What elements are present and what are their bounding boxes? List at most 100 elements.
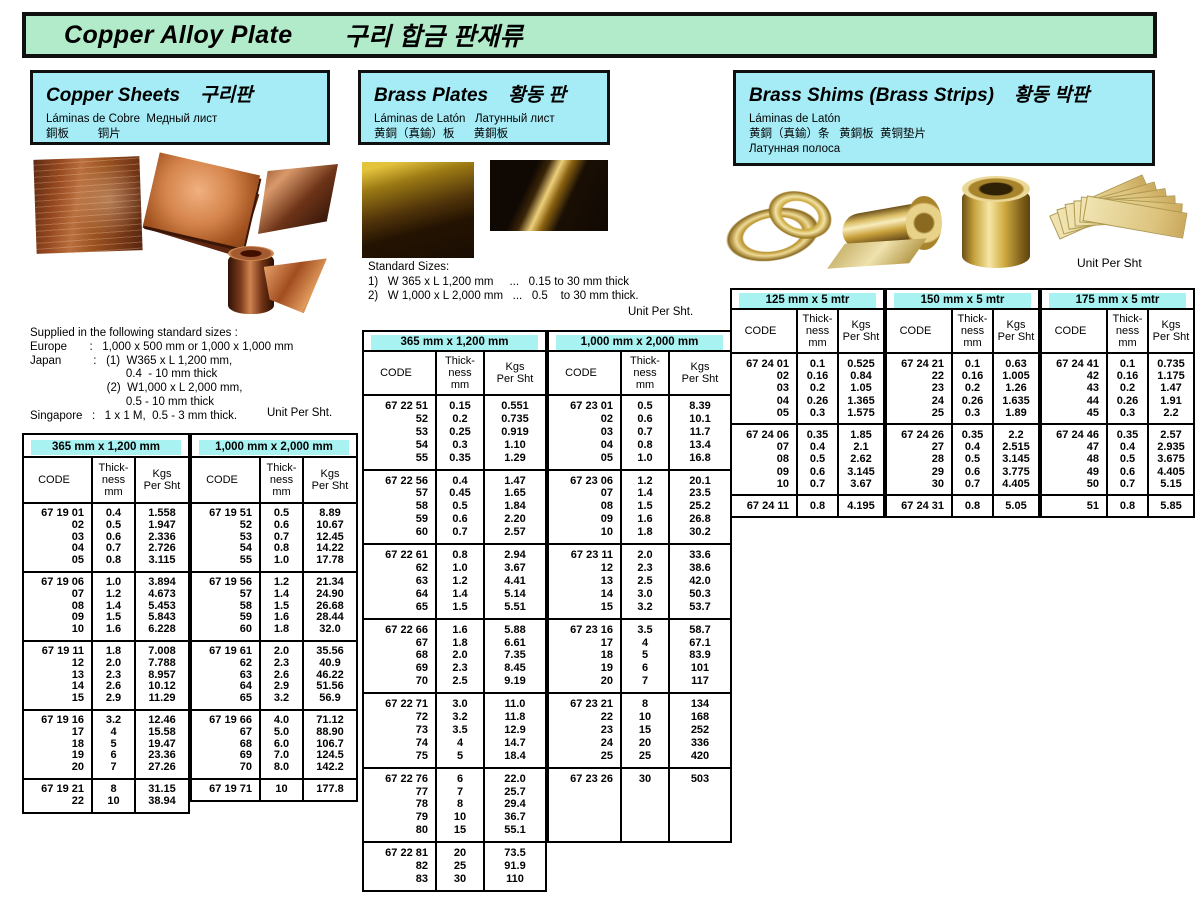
thickness-cell: 2.5	[435, 675, 484, 694]
code-cell: 19	[600, 662, 613, 675]
supplied-line: (2) W1,000 x L 2,000 mm,	[30, 382, 243, 395]
supplied-line: Supplied in the following standard sizes…	[30, 327, 238, 339]
table-row: 09 1.6 26.8	[548, 513, 731, 527]
table-row: 67 19 56 1.2 21.34	[191, 571, 357, 589]
table-row: 12 2.3 38.6	[548, 561, 731, 575]
thickness-cell	[620, 811, 669, 825]
kgs-cell: 6.228	[134, 623, 189, 641]
code-cell: 67 19 06	[41, 575, 84, 588]
kgs-cell: 0.735	[483, 412, 546, 426]
kgs-cell: 1.558	[134, 503, 189, 520]
code-cell: 18	[71, 737, 84, 750]
thickness-cell: 1.5	[91, 612, 135, 625]
brass-plates-photo-1	[362, 162, 474, 258]
kgs-cell: 25.2	[668, 500, 731, 514]
thickness-cell: 0.7	[620, 425, 669, 439]
code-cell: 67 19 16	[41, 713, 84, 726]
code-cell: 08	[776, 453, 789, 466]
copper-sheets-subtitle-2: 銅板 铜片	[46, 128, 121, 140]
kgs-cell: 2.62	[837, 453, 884, 466]
table-row: 27 0.4 2.515	[886, 441, 1039, 454]
copper-sheets-title-en: Copper Sheets	[46, 85, 181, 106]
code-cell: 67 23 26	[570, 772, 613, 785]
thickness-cell: 4	[620, 636, 669, 650]
thickness-cell: 7	[91, 761, 135, 779]
thickness-cell: 1.2	[620, 469, 669, 488]
thickness-cell: 0.35	[435, 451, 484, 470]
kgs-cell: 10.12	[134, 681, 189, 694]
thickness-cell: 2.5	[620, 574, 669, 588]
copper-angled-sheet-photo	[258, 164, 338, 234]
code-cell: 67 22 56	[385, 474, 428, 487]
kgs-header: Kgs Per Sht	[837, 309, 884, 353]
kgs-cell: 26.8	[668, 513, 731, 527]
code-cell: 54	[239, 542, 252, 555]
kgs-cell: 1.365	[837, 394, 884, 407]
table-group: 67 19 56 1.2 21.34 57 1.4 24.90 58 1.5 26.68 59 1.…	[191, 571, 357, 641]
table-row: 67 19 51 0.5 8.89	[191, 503, 357, 520]
kgs-cell: 36.7	[483, 811, 546, 825]
code-cell: 64	[239, 680, 252, 693]
code-cell: 58	[415, 500, 428, 513]
kgs-cell: 38.6	[668, 561, 731, 575]
thickness-cell: 0.7	[91, 543, 135, 556]
code-cell: 02	[71, 518, 84, 531]
table-row: 30 0.7 4.405	[886, 477, 1039, 496]
code-cell: 20	[71, 761, 84, 774]
table-group: 67 19 01 0.4 1.558 02 0.5 1.947 03 0.6 2.336 04 0.…	[23, 503, 189, 572]
table-row: 57 0.45 1.65	[363, 487, 546, 501]
code-cell: 67 22 76	[385, 772, 428, 785]
kgs-cell: 1.47	[1147, 382, 1194, 395]
size-table: 150 mm x 5 mtr CODE Thick- ness mm Kgs Per …	[885, 288, 1040, 519]
thickness-cell: 7.0	[259, 750, 303, 763]
table-row: 79 10 36.7	[363, 811, 546, 825]
kgs-cell: 38.94	[134, 795, 189, 813]
table-group: 67 22 56 0.4 1.47 57 0.45 1.65 58 0.5 1.84 59 0.6 2…	[363, 469, 546, 545]
thickness-cell: 2.9	[91, 692, 135, 710]
thickness-cell: 0.15	[435, 395, 484, 413]
copper-foil-roll-top	[228, 246, 274, 261]
code-cell: 03	[71, 530, 84, 543]
table-row: 18 5 19.47	[23, 737, 189, 751]
table-group: 67 19 11 1.8 7.008 12 2.0 7.788 13 2.3 8.957 14 2.…	[23, 640, 189, 710]
kgs-cell: 13.4	[668, 438, 731, 452]
table-row: 50 0.7 5.15	[1041, 477, 1194, 496]
thickness-cell: 3.0	[435, 693, 484, 712]
code-cell: 67 22 71	[385, 698, 428, 711]
copper-standard-sizes-note: Supplied in the following standard sizes…	[30, 327, 293, 424]
table-row: 14 3.0 50.3	[548, 587, 731, 601]
kgs-cell: 16.8	[668, 451, 731, 470]
thickness-cell: 4	[91, 726, 135, 739]
thickness-cell	[620, 824, 669, 843]
supplied-line: Europe : 1,000 x 500 mm or 1,000 x 1,000…	[30, 340, 294, 353]
kgs-cell: 3.67	[837, 477, 884, 496]
code-cell: 68	[415, 649, 428, 662]
thickness-cell: 0.26	[1106, 394, 1148, 407]
code-cell: 63	[415, 574, 428, 587]
code-cell: 12	[71, 656, 84, 669]
thickness-cell: 1.4	[620, 487, 669, 501]
thickness-cell: 0.35	[796, 424, 838, 442]
table-row	[548, 785, 731, 799]
kgs-cell: 6.61	[483, 636, 546, 650]
code-cell: 09	[776, 465, 789, 478]
brass-plates-header-box: Brass Plates 황동 판 Láminas de Latón Латунн…	[358, 70, 610, 145]
thickness-cell: 25	[620, 749, 669, 768]
brass-shims-subtitle-2: 黄銅（真鍮）条 黄銅板 黄铜垫片	[749, 128, 926, 140]
code-cell: 07	[71, 587, 84, 600]
brass-shims-unit-note: Unit Per Sht	[1077, 256, 1142, 270]
brass-plates-subtitle-1: Láminas de Latón Латунный лист	[374, 113, 555, 125]
thickness-cell: 0.6	[620, 412, 669, 426]
code-cell: 07	[600, 487, 613, 500]
kgs-cell: 1.05	[837, 382, 884, 395]
brass-shims-title-ko: 황동 박판	[1014, 85, 1090, 106]
supplied-line: 0.5 - 10 mm thick	[30, 395, 215, 408]
table-row: 05 0.3 1.575	[731, 406, 884, 425]
table-row: 15 3.2 53.7	[548, 600, 731, 619]
code-cell: 17	[600, 636, 613, 649]
table-row: 18 5 83.9	[548, 649, 731, 663]
table-row: 13 2.5 42.0	[548, 574, 731, 588]
table-group: 67 19 61 2.0 35.56 62 2.3 40.9 63 2.6 46.22 64 2.9…	[191, 640, 357, 710]
code-cell: 59	[415, 513, 428, 526]
